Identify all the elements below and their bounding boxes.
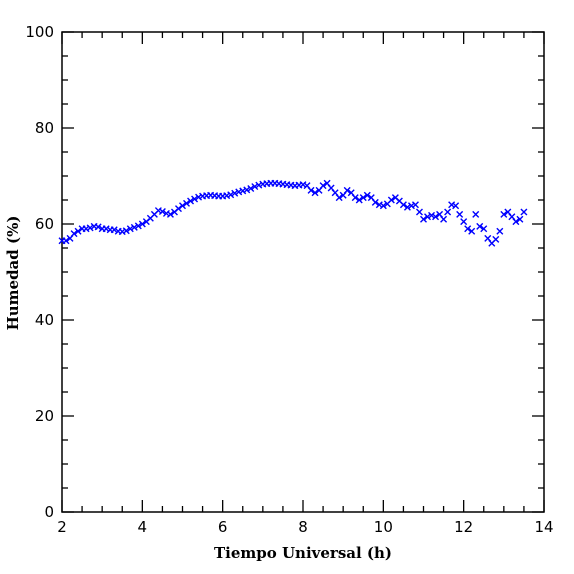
data-point (496, 227, 504, 235)
data-points (58, 179, 528, 247)
data-point (387, 196, 395, 204)
data-point (359, 194, 367, 202)
x-tick-label: 2 (57, 518, 67, 536)
x-tick-label: 4 (138, 518, 148, 536)
data-point (179, 202, 186, 210)
data-point (371, 198, 379, 206)
data-point (138, 220, 146, 228)
data-point (379, 202, 387, 210)
x-tick-label: 12 (454, 518, 473, 536)
y-tick-label: 100 (25, 23, 54, 41)
data-point (432, 213, 440, 221)
data-point (86, 224, 94, 232)
data-point (500, 210, 508, 218)
x-tick-label: 10 (374, 518, 393, 536)
data-point (520, 208, 528, 216)
y-tick-label: 40 (35, 311, 54, 329)
data-point (464, 225, 472, 233)
data-point (122, 227, 130, 235)
y-tick-label: 60 (35, 215, 54, 233)
data-point (424, 213, 432, 221)
data-point (452, 202, 460, 210)
axis-ticks (61, 31, 545, 513)
plot-frame (61, 31, 545, 513)
data-point (183, 199, 191, 207)
data-point (460, 218, 468, 226)
data-point (126, 225, 134, 233)
data-point (480, 225, 488, 233)
data-point (476, 222, 484, 230)
y-axis-label: Humedad (%) (4, 216, 22, 331)
data-point (468, 227, 476, 235)
tick-labels: 2 4 6 8 10 12 14 0 20 40 60 80 100 (25, 23, 553, 536)
data-point (420, 215, 427, 223)
data-point (343, 186, 351, 194)
data-point (243, 186, 251, 194)
y-tick-label: 0 (44, 503, 54, 521)
data-point (130, 223, 138, 231)
data-point (74, 227, 82, 235)
data-point (351, 194, 359, 202)
y-tick-label: 80 (35, 119, 54, 137)
data-point (166, 210, 174, 218)
data-point (227, 191, 235, 199)
data-point (363, 191, 371, 199)
data-point (70, 230, 78, 238)
data-point (415, 208, 423, 216)
data-point (399, 201, 407, 209)
data-point (440, 215, 448, 223)
data-point (62, 237, 70, 245)
data-point (456, 210, 464, 218)
data-point (492, 235, 500, 243)
data-point (403, 203, 411, 211)
data-point (319, 182, 327, 190)
data-point (94, 223, 102, 231)
data-point (411, 201, 419, 209)
data-point (335, 194, 343, 202)
data-point (307, 186, 315, 194)
data-point (472, 210, 480, 218)
data-point (247, 184, 255, 192)
data-point (231, 189, 239, 197)
data-point (512, 218, 520, 226)
y-tick-label: 20 (35, 407, 54, 425)
x-tick-label: 14 (534, 518, 553, 536)
data-point (191, 195, 199, 203)
x-tick-label: 8 (298, 518, 308, 536)
data-point (516, 215, 524, 223)
data-point (428, 211, 436, 219)
plot-border (61, 31, 545, 513)
data-point (174, 205, 182, 213)
data-point (110, 226, 118, 234)
data-point (134, 222, 142, 230)
data-point (311, 189, 319, 197)
data-point (355, 196, 363, 204)
data-point (444, 208, 452, 216)
data-point (187, 197, 195, 205)
x-axis-label: Tiempo Universal (h) (214, 544, 392, 562)
x-tick-label: 6 (218, 518, 228, 536)
data-point (251, 183, 259, 191)
data-point (158, 208, 166, 216)
